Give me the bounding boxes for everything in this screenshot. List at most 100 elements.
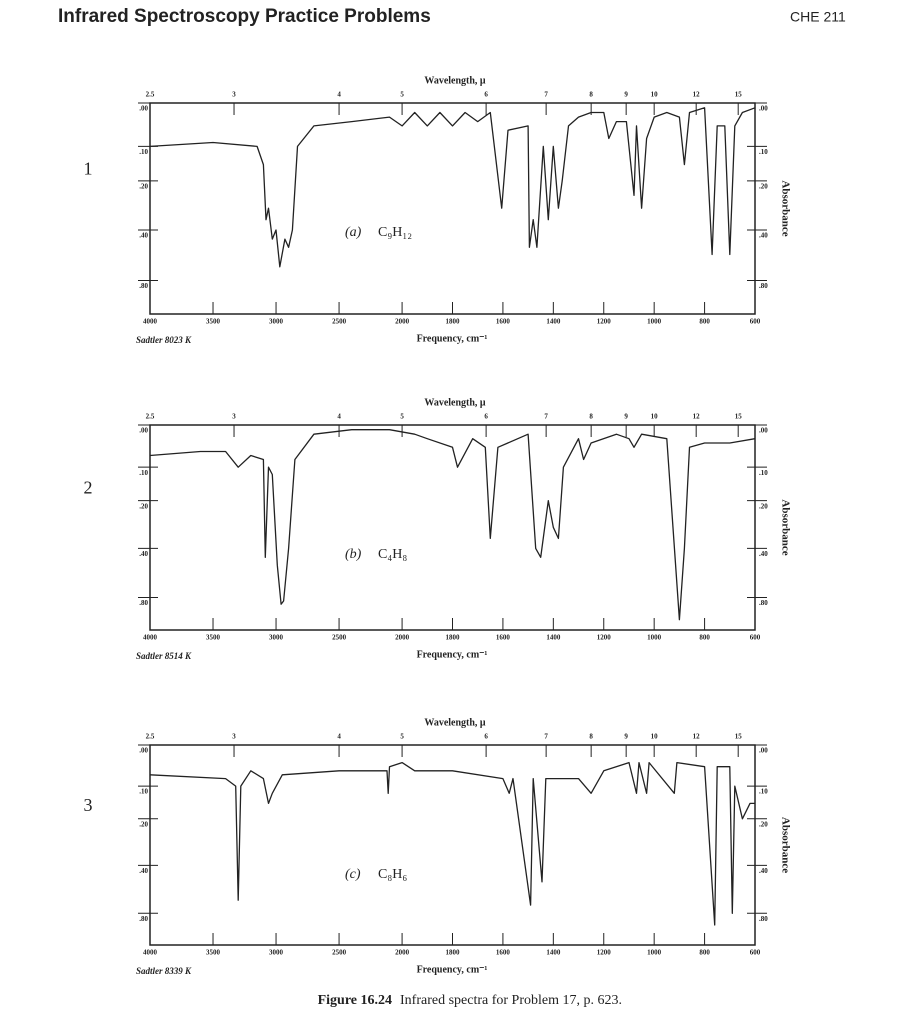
y-label: Absorbance	[779, 180, 791, 236]
problem-number: 1	[84, 159, 93, 179]
plot-frame	[149, 424, 756, 631]
x-tick-label: 1800	[446, 949, 461, 957]
x2-tick-label: 2.5	[146, 413, 155, 421]
annotation-formula: C₉H₁₂	[378, 225, 412, 240]
y-tick-label: .00	[759, 747, 768, 755]
source: Sadtler 8514 K	[136, 651, 192, 661]
x-tick-label: 1800	[446, 318, 461, 326]
x2-tick-label: 4	[337, 733, 341, 741]
annotation-label: (a)	[345, 225, 362, 240]
x2-tick-label: 4	[337, 91, 341, 99]
x2-tick-label: 15	[735, 733, 743, 741]
x2-tick-label: 4	[337, 413, 341, 421]
y-tick-label: .20	[139, 820, 148, 828]
y-tick-label: .00	[139, 105, 148, 113]
caption-text: Infrared spectra for Problem 17, p. 623.	[400, 993, 622, 1008]
y-tick-label: .10	[139, 148, 148, 156]
x2-tick-label: 3	[232, 733, 236, 741]
y-tick-label: .20	[139, 502, 148, 510]
x-label: Frequency, cm⁻¹	[417, 964, 488, 975]
x-tick-label: 4000	[143, 318, 158, 326]
x-label: Frequency, cm⁻¹	[417, 649, 488, 660]
spectrum-trace	[149, 429, 756, 621]
x-tick-label: 3000	[269, 949, 284, 957]
x-tick-label: 600	[750, 949, 761, 957]
x2-tick-label: 5	[400, 91, 404, 99]
y-tick-label: .20	[759, 182, 768, 190]
y-tick-label: .00	[139, 747, 148, 755]
x-tick-label: 1400	[546, 318, 561, 326]
y-label: Absorbance	[779, 817, 791, 873]
x2-tick-label: 10	[651, 413, 659, 421]
x-tick-label: 2500	[332, 318, 347, 326]
x2-tick-label: 8	[589, 733, 593, 741]
x2-tick-label: 2.5	[146, 91, 155, 99]
caption-label: Figure 16.24	[318, 993, 392, 1008]
x-tick-label: 600	[750, 634, 761, 642]
y-tick-label: .40	[139, 867, 148, 875]
spectrum: 1 Wavelength, μ Frequency, cm⁻¹ Sadtler 802…	[84, 75, 792, 345]
x-tick-label: 3500	[206, 318, 221, 326]
x-tick-label: 1200	[597, 318, 612, 326]
x2-tick-label: 6	[484, 91, 488, 99]
x2-tick-label: 2.5	[146, 733, 155, 741]
annotation-label: (b)	[345, 547, 362, 562]
x2-tick-label: 6	[484, 733, 488, 741]
x-tick-label: 3500	[206, 634, 221, 642]
x2-tick-label: 6	[484, 413, 488, 421]
x2-tick-label: 10	[651, 733, 659, 741]
x2-tick-label: 15	[735, 413, 743, 421]
y-tick-label: .10	[759, 788, 768, 796]
plot-frame	[149, 102, 756, 315]
y-tick-label: .80	[759, 915, 768, 923]
y-tick-label: .00	[139, 427, 148, 435]
x2-tick-label: 9	[624, 733, 628, 741]
x2-tick-label: 10	[651, 91, 659, 99]
spectrum: 2 Wavelength, μ Frequency, cm⁻¹ Sadtler 851…	[84, 397, 792, 661]
y-tick-label: .80	[139, 282, 148, 290]
y-tick-label: .20	[139, 182, 148, 190]
y-tick-label: .20	[759, 820, 768, 828]
plot-frame	[149, 744, 756, 946]
x-tick-label: 2000	[395, 318, 410, 326]
x2-tick-label: 3	[232, 91, 236, 99]
x-tick-label: 2000	[395, 634, 410, 642]
x-tick-label: 1400	[546, 949, 561, 957]
x-tick-label: 3000	[269, 318, 284, 326]
y-tick-label: .40	[759, 232, 768, 240]
y-tick-label: .40	[139, 232, 148, 240]
x-tick-label: 1600	[496, 949, 511, 957]
y-tick-label: .40	[759, 550, 768, 558]
y-tick-label: .00	[759, 427, 768, 435]
y-tick-label: .80	[139, 599, 148, 607]
x2-tick-label: 8	[589, 413, 593, 421]
x-tick-label: 1000	[647, 634, 662, 642]
annotation-label: (c)	[345, 867, 361, 882]
x2-label: Wavelength, μ	[424, 75, 486, 86]
x-tick-label: 600	[750, 318, 761, 326]
x2-tick-label: 5	[400, 413, 404, 421]
x2-tick-label: 12	[693, 413, 701, 421]
x2-tick-label: 12	[693, 91, 701, 99]
x2-tick-label: 9	[624, 91, 628, 99]
x-tick-label: 1600	[496, 318, 511, 326]
source: Sadtler 8339 K	[136, 966, 192, 976]
y-tick-label: .40	[759, 867, 768, 875]
x-tick-label: 1400	[546, 634, 561, 642]
annotation-formula: C₈H₆	[378, 867, 407, 882]
problem-number: 3	[84, 795, 93, 815]
x-tick-label: 3000	[269, 634, 284, 642]
y-tick-label: .10	[759, 469, 768, 477]
spectrum: 3 Wavelength, μ Frequency, cm⁻¹ Sadtler 833…	[84, 717, 792, 976]
x-tick-label: 800	[699, 318, 710, 326]
x2-label: Wavelength, μ	[424, 397, 486, 408]
x2-tick-label: 15	[735, 91, 743, 99]
y-tick-label: .20	[759, 502, 768, 510]
x-tick-label: 1000	[647, 949, 662, 957]
x-tick-label: 2500	[332, 634, 347, 642]
problem-number: 2	[84, 478, 93, 498]
x-tick-label: 2000	[395, 949, 410, 957]
x-label: Frequency, cm⁻¹	[417, 333, 488, 344]
y-tick-label: .80	[759, 599, 768, 607]
page-title: Infrared Spectroscopy Practice Problems	[58, 6, 431, 27]
